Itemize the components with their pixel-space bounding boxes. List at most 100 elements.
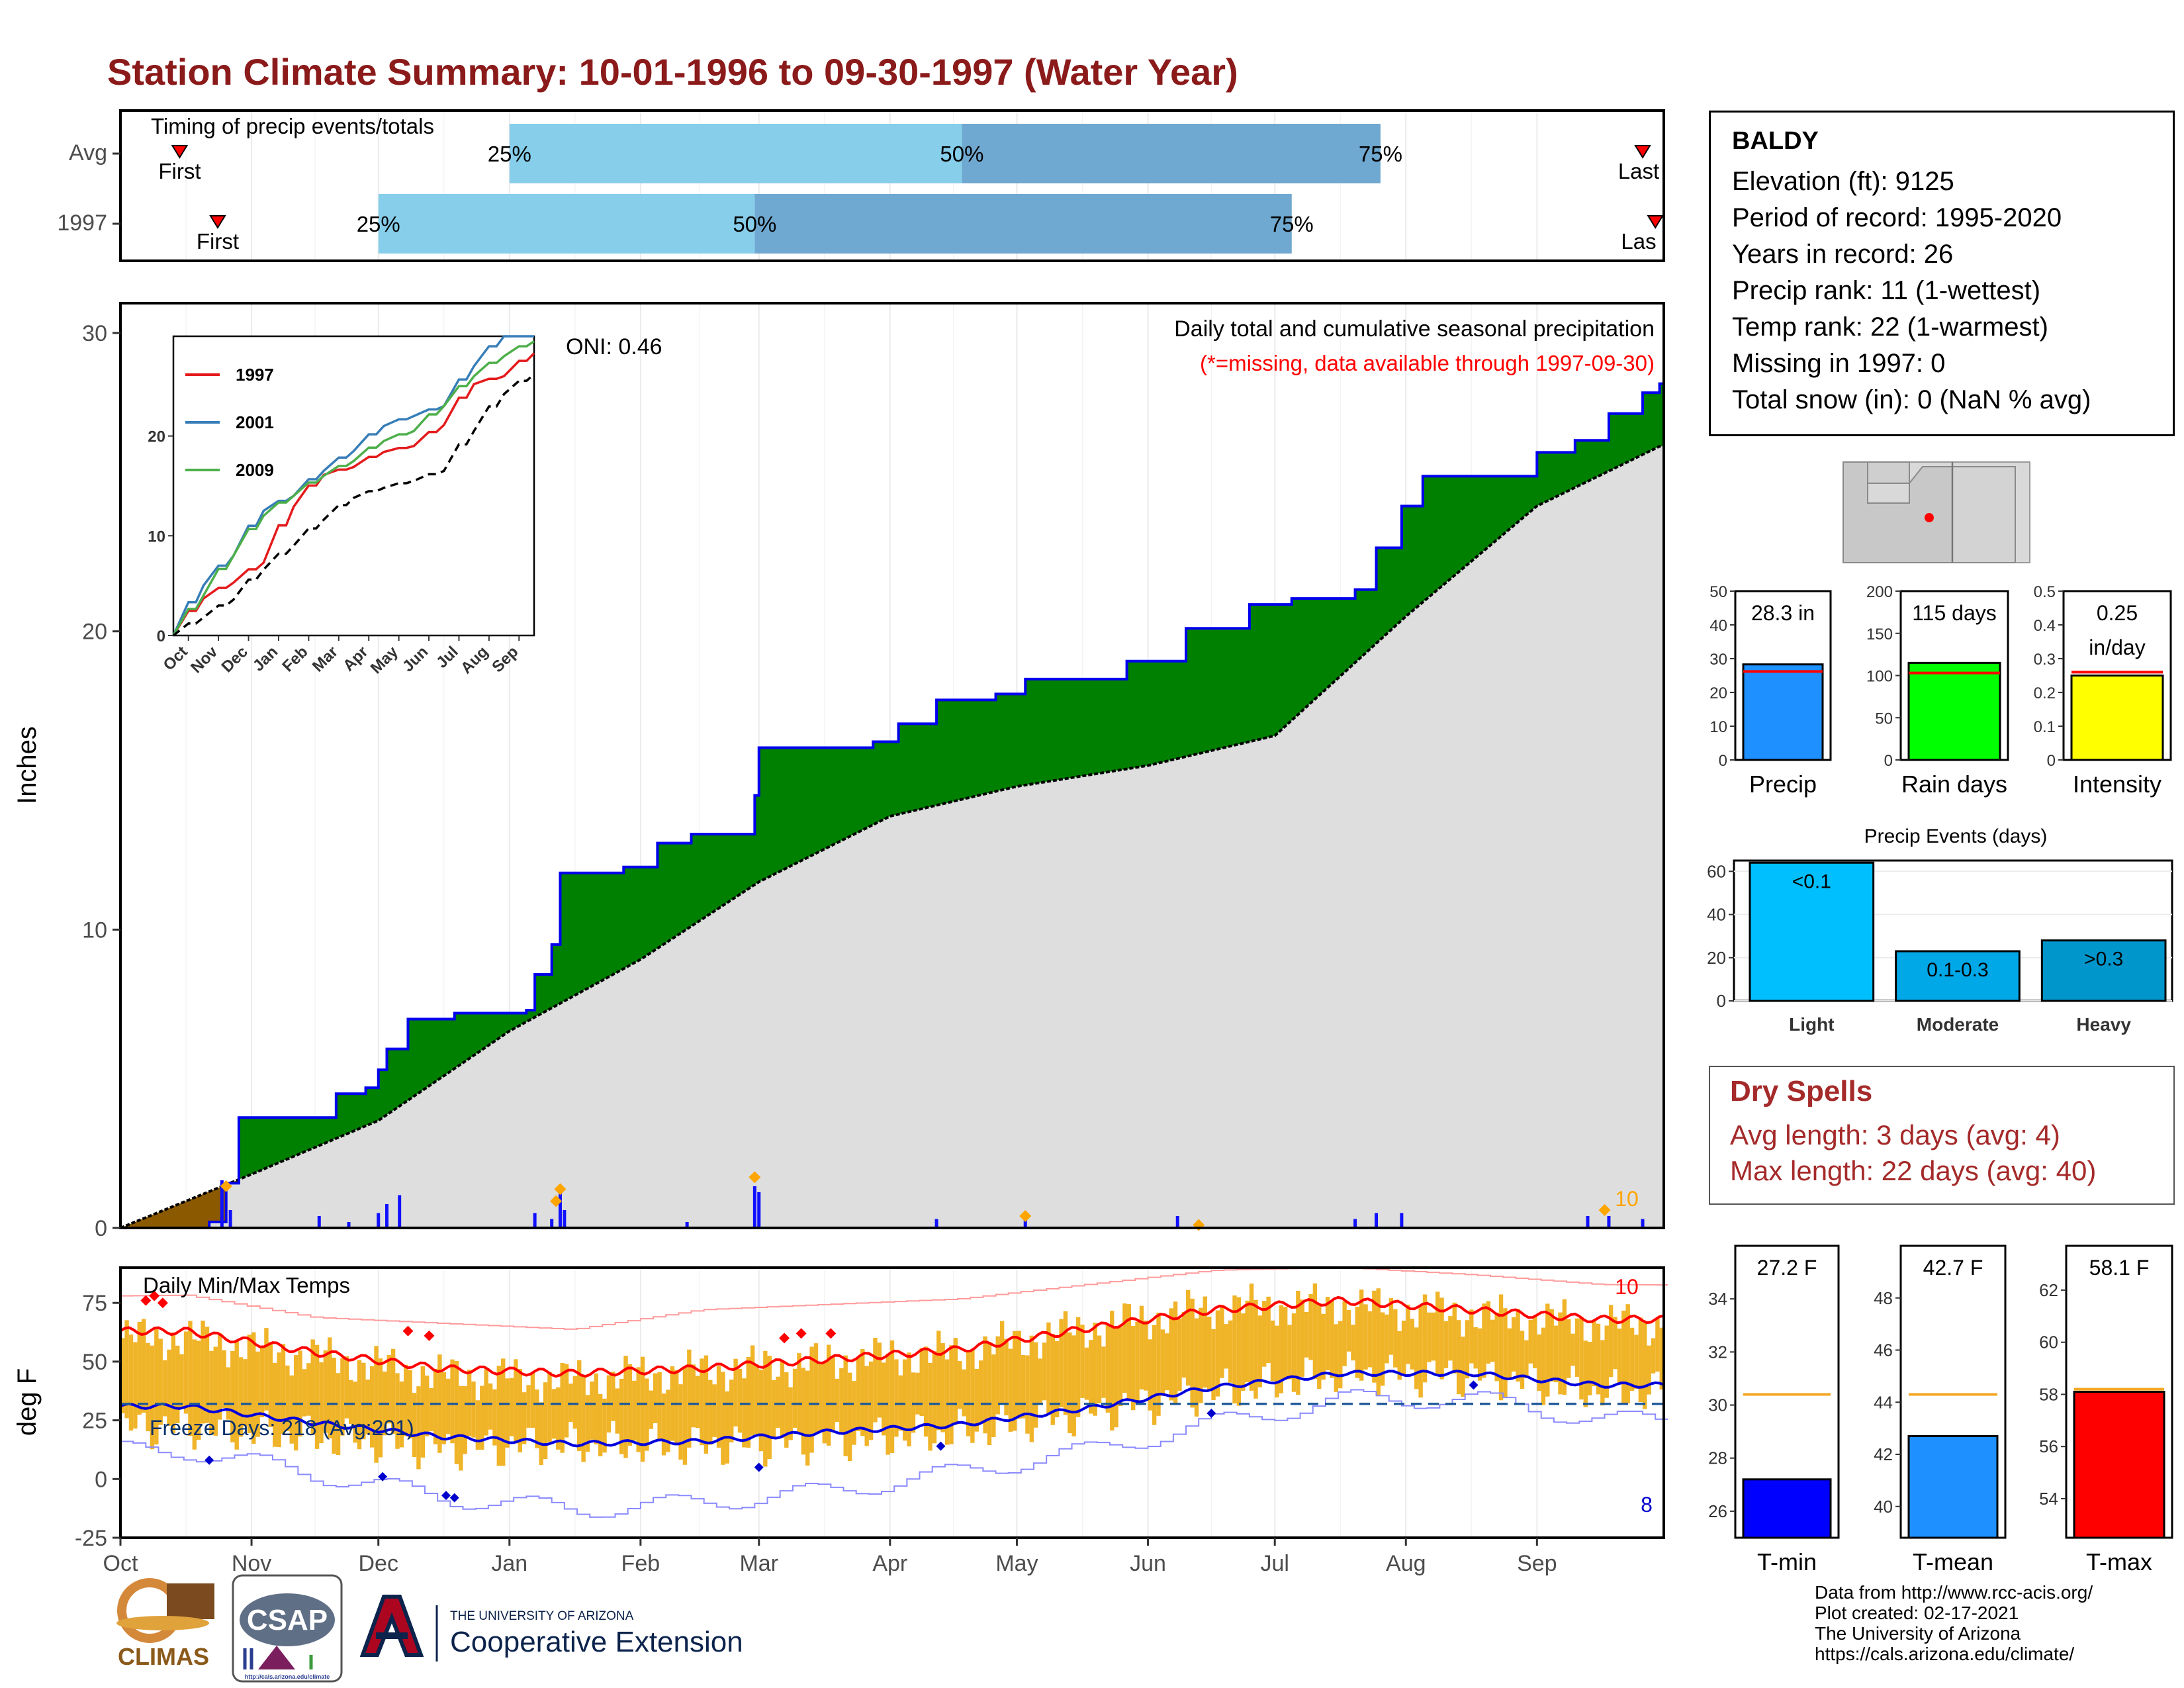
daily-temp-range-bar: [944, 1359, 950, 1445]
small-panel-tick-label: 20: [1709, 684, 1727, 702]
small-panel-value-label: 58.1 F: [2089, 1256, 2150, 1280]
events-bar-label: 0.1-0.3: [1927, 959, 1988, 981]
daily-precip-bar: [563, 1209, 567, 1228]
daily-temp-range-bar: [598, 1393, 603, 1456]
daily-temp-range-bar: [649, 1390, 654, 1429]
station-missing: Missing in 1997: 0: [1732, 349, 1946, 378]
daily-temp-range-bar: [1516, 1309, 1520, 1382]
average-max-line: [119, 1295, 1664, 1378]
daily-temp-range-bar: [1080, 1325, 1085, 1398]
daily-temp-range-bar: [399, 1381, 404, 1448]
daily-temp-range-bar: [1448, 1316, 1453, 1361]
daily-temp-range-bar: [1156, 1312, 1161, 1416]
daily-temp-range-bar: [484, 1369, 488, 1436]
daily-temp-range-bar: [1236, 1297, 1242, 1406]
daily-temp-range-bar: [873, 1338, 878, 1423]
daily-precip-bar: [377, 1213, 381, 1228]
daily-temp-range-bar: [666, 1389, 670, 1452]
daily-temp-range-bar: [1038, 1358, 1042, 1405]
daily-temp-range-bar: [809, 1346, 814, 1453]
extreme-precip-marker: [749, 1171, 761, 1184]
daily-temp-range-bar: [369, 1366, 375, 1448]
daily-temp-range-bar: [124, 1320, 129, 1419]
daily-temp-range-bar: [577, 1360, 582, 1451]
dry-spells-title: Dry Spells: [1730, 1075, 1873, 1107]
daily-temp-range-bar: [860, 1349, 865, 1436]
daily-temp-range-bar: [387, 1354, 391, 1424]
daily-temp-range-bar: [889, 1340, 895, 1453]
daily-temp-range-bar: [1144, 1320, 1148, 1391]
daily-temp-range-bar: [556, 1387, 561, 1450]
temp-y-tick-label: 25: [82, 1409, 107, 1434]
daily-temp-range-bar: [1042, 1342, 1047, 1401]
daily-temp-range-bar: [847, 1372, 852, 1461]
daily-temp-range-bar: [205, 1327, 210, 1423]
record-low-marker: [441, 1491, 451, 1501]
daily-precip-bar: [1023, 1219, 1027, 1228]
daily-temp-range-bar: [725, 1391, 730, 1464]
record-high-marker: [779, 1333, 790, 1344]
daily-temp-range-bar: [1190, 1298, 1195, 1408]
daily-temp-range-bar: [1283, 1307, 1288, 1380]
events-bar-label: >0.3: [2084, 949, 2123, 970]
timing-bar-q50-q75: [754, 194, 1292, 254]
daily-temp-range-bar: [154, 1329, 159, 1445]
daily-temp-range-bar: [1469, 1309, 1474, 1364]
daily-temp-range-bar: [1608, 1305, 1614, 1378]
daily-temp-range-bar: [1592, 1320, 1596, 1387]
daily-temp-range-bar: [1435, 1291, 1440, 1375]
daily-temp-range-bar: [797, 1353, 801, 1434]
precip-panel: 0 10 20 30 Inches Daily total and cumulativ…: [13, 302, 1665, 1241]
daily-temp-range-bar: [1220, 1305, 1224, 1378]
daily-temp-range-bar: [661, 1393, 666, 1456]
daily-temp-range-bar: [1075, 1317, 1081, 1417]
daily-temp-range-bar: [179, 1354, 184, 1409]
daily-temp-range-bar: [742, 1378, 747, 1448]
season-totals: 0 10 20 30 40 50 28.3 in Precip 0 50 100 150 200 115 …: [1709, 583, 2172, 798]
extreme-precip-marker: [550, 1195, 563, 1207]
inset-y-tick-label: 0: [157, 628, 165, 645]
daily-temp-range-bar: [141, 1319, 146, 1413]
daily-temp-range-bar: [1203, 1296, 1207, 1388]
daily-precip-bar: [550, 1219, 554, 1228]
record-max-line: [120, 1267, 1668, 1330]
daily-temp-range-bar: [923, 1346, 929, 1437]
daily-temp-range-bar: [1152, 1325, 1157, 1425]
daily-precip-bar: [1586, 1215, 1590, 1228]
missing-note: (*=missing, data available through 1997-…: [1200, 351, 1655, 375]
timing-title: Timing of precip events/totals: [151, 114, 434, 138]
ua-big-text: Cooperative Extension: [450, 1626, 743, 1658]
daily-temp-range-bar: [721, 1372, 725, 1465]
daily-temp-range-bar: [882, 1362, 886, 1436]
timing-marker-first: [171, 145, 189, 159]
daily-temp-range-bar: [585, 1395, 590, 1452]
daily-temp-range-bar: [412, 1393, 417, 1458]
daily-temp-range-bar: [1275, 1325, 1279, 1398]
precip-y-tick-label: 10: [82, 917, 107, 943]
csap-logo: CSAP http://cals.arizona.edu/climate: [232, 1574, 343, 1683]
small-panel-value-label: 42.7 F: [1923, 1256, 1983, 1280]
small-panel-tick-label: 26: [1708, 1501, 1727, 1521]
oni-value: ONI: 0.46: [566, 334, 662, 359]
small-panel-tick-label: 34: [1708, 1289, 1727, 1309]
daily-temp-range-bar: [344, 1356, 349, 1419]
record-high-marker: [796, 1328, 807, 1339]
daily-temp-range-bar: [306, 1363, 311, 1416]
daily-temp-range-bar: [1456, 1320, 1461, 1395]
daily-temp-range-bar: [590, 1381, 594, 1440]
small-panel-tick-label: 0: [2047, 752, 2056, 770]
daily-temp-range-bar: [222, 1350, 226, 1409]
daily-temp-range-bar: [1401, 1321, 1406, 1375]
daily-temp-range-bar: [349, 1380, 353, 1425]
events-tick-label: 40: [1707, 905, 1726, 925]
daily-temp-range-bar: [1638, 1317, 1643, 1403]
daily-temp-range-bar: [995, 1336, 1000, 1415]
daily-temp-range-bar: [1465, 1320, 1470, 1379]
daily-temp-range-bar: [1351, 1325, 1355, 1361]
daily-temp-range-bar: [1034, 1342, 1038, 1428]
dry-spells-box: Dry Spells Avg length: 3 days (avg: 4) M…: [1709, 1066, 2175, 1205]
daily-temp-range-bar: [1249, 1284, 1254, 1391]
daily-precip-bar: [228, 1209, 232, 1228]
daily-temp-range-bar: [1270, 1320, 1275, 1382]
daily-temp-range-bar: [733, 1358, 738, 1427]
